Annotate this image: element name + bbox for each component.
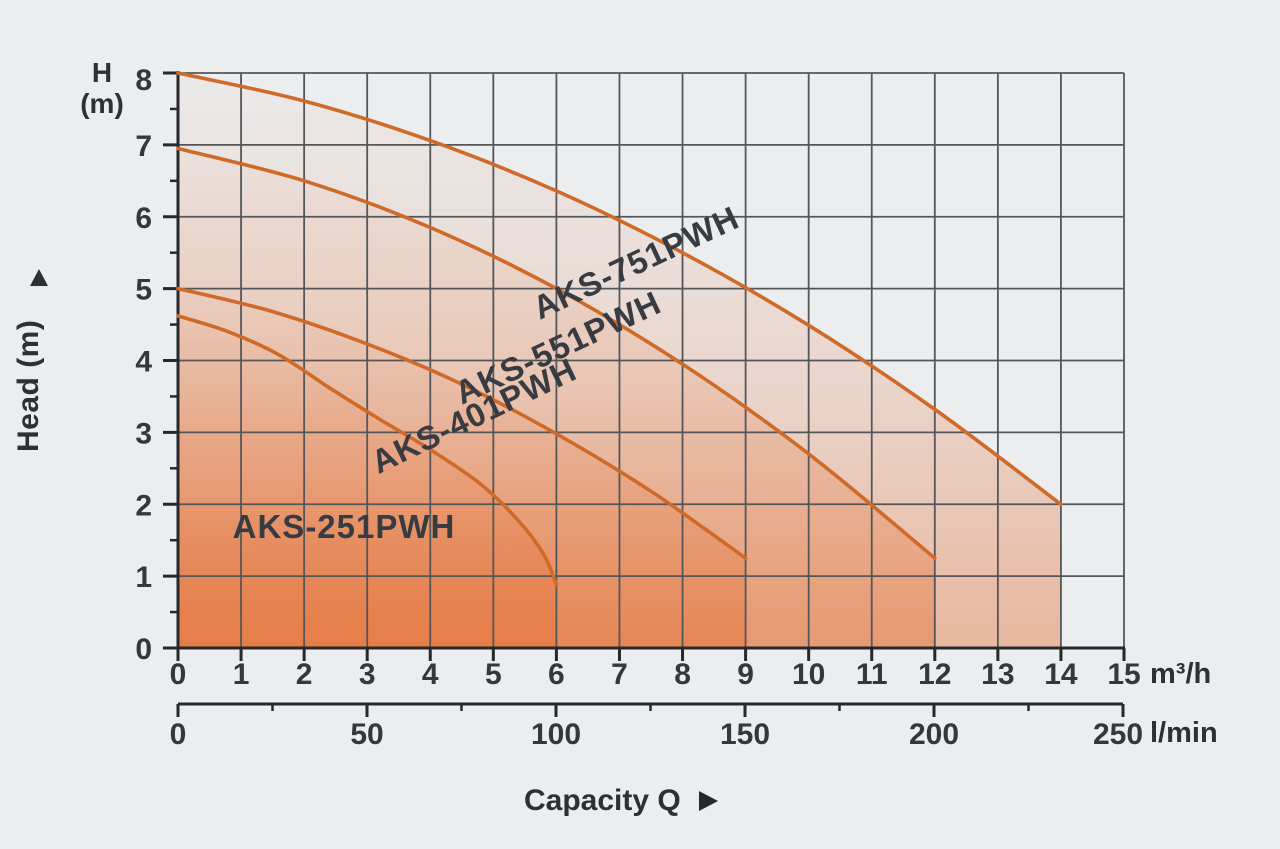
y-tick-label: 2 (135, 489, 152, 522)
y-tick-label: 1 (135, 561, 152, 594)
x-tick-label: 11 (856, 658, 888, 691)
x-tick-label: 15 (1107, 658, 1140, 691)
x-tick-label: 8 (674, 658, 691, 691)
axes-and-ticks (163, 71, 1126, 717)
x-tick-label: 6 (548, 658, 565, 691)
curve-label-aks-251pwh: AKS-251PWH (233, 508, 456, 545)
x-tick-label: 13 (981, 658, 1014, 691)
x-axis-unit-secondary: l/min (1150, 717, 1218, 749)
y-axis-symbol-unit: (m) (80, 87, 124, 119)
x-tick-label: 5 (485, 658, 502, 691)
curve-aks-251pwh (176, 314, 559, 587)
curve-aks-401pwh (176, 286, 748, 560)
curve-aks-551pwh (176, 146, 937, 560)
x-tick-label: 12 (918, 658, 951, 691)
grid-lines (178, 72, 1125, 648)
x-axis-unit-primary: m³/h (1150, 658, 1212, 690)
y-axis-symbol-block: H (m) (74, 57, 130, 120)
y-tick-label: 3 (135, 417, 152, 450)
x-tick-label: 14 (1044, 658, 1078, 691)
x-tick-label: 2 (296, 658, 313, 691)
y-tick-label: 8 (135, 64, 152, 97)
x-tick-label: 0 (170, 658, 187, 691)
y-axis-title: Head (m) (12, 319, 45, 452)
y-tick-label: 4 (135, 346, 152, 379)
secondary-tick-label: 100 (531, 718, 581, 751)
x-tick-label: 9 (737, 658, 754, 691)
secondary-tick-label: 250 (1093, 718, 1143, 751)
x-tick-label: 10 (792, 658, 825, 691)
x-tick-label: 3 (359, 658, 376, 691)
y-tick-label: 0 (135, 633, 152, 666)
y-tick-label: 5 (135, 274, 152, 307)
y-tick-label: 7 (135, 130, 152, 163)
secondary-tick-label: 0 (170, 718, 187, 751)
y-tick-label: 6 (135, 202, 152, 235)
x-axis-title: Capacity Q (524, 784, 681, 817)
x-tick-label: 1 (233, 658, 250, 691)
curve-aks-751pwh (176, 71, 1063, 507)
x-tick-label: 4 (422, 658, 439, 691)
y-axis-symbol: H (91, 57, 113, 88)
x-axis-right-arrow-icon (698, 791, 718, 811)
secondary-tick-label: 50 (350, 718, 383, 751)
x-tick-label: 7 (611, 658, 628, 691)
x-axis-title-block: Capacity Q (524, 784, 718, 818)
y-axis-up-arrow-icon (30, 269, 48, 286)
secondary-tick-label: 150 (720, 718, 770, 751)
secondary-tick-label: 200 (909, 718, 959, 751)
pump-curves (176, 71, 1063, 587)
